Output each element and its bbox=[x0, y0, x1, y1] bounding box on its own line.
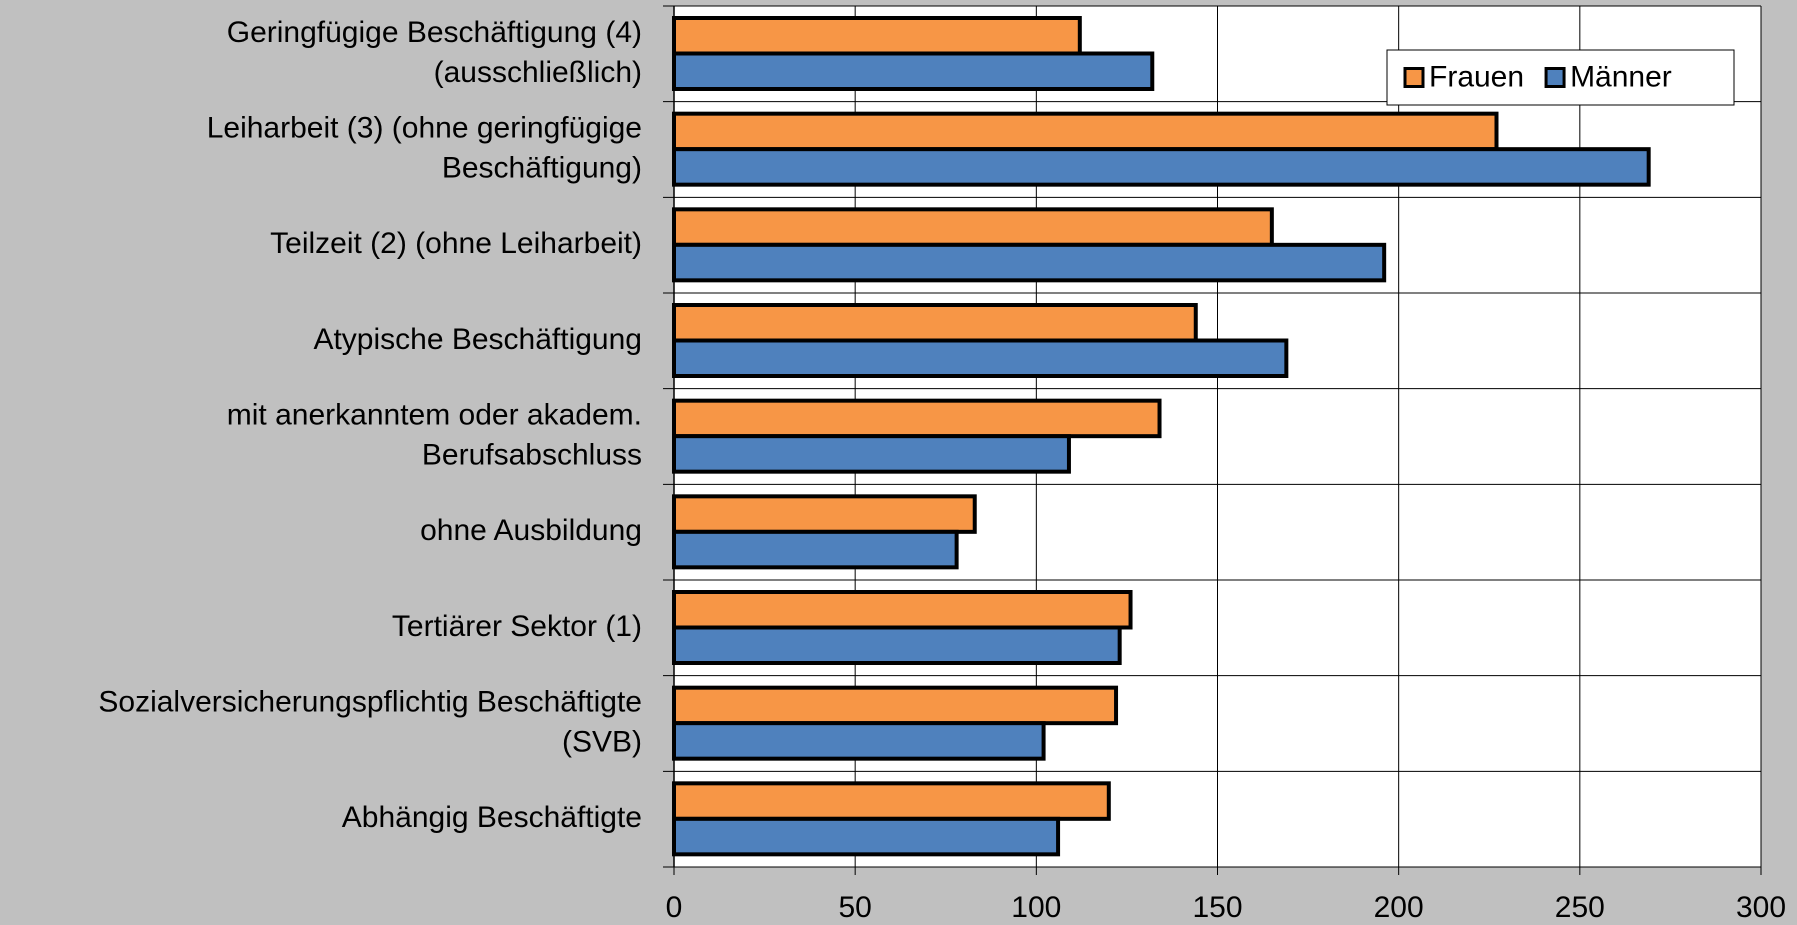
bar bbox=[672, 303, 1198, 343]
bar bbox=[672, 590, 1133, 630]
x-tick-label: 250 bbox=[1555, 891, 1605, 924]
bar bbox=[672, 147, 1651, 187]
bar bbox=[672, 816, 1061, 857]
bar bbox=[672, 51, 1155, 91]
category-label: Leiharbeit (3) (ohne geringfügige Beschäf… bbox=[207, 111, 642, 184]
legend-label: Männer bbox=[1570, 60, 1672, 93]
category-label: Teilzeit (2) (ohne Leiharbeit) bbox=[270, 227, 642, 260]
bar bbox=[672, 207, 1274, 247]
x-tick-label: 300 bbox=[1736, 891, 1786, 924]
bar bbox=[672, 721, 1046, 761]
category-label: mit anerkanntem oder akadem. Berufsabschl… bbox=[227, 398, 642, 471]
legend-swatch bbox=[1403, 67, 1425, 88]
bar bbox=[672, 111, 1499, 152]
category-label: Sozialversicherungspflichtig Beschäftigt… bbox=[98, 685, 642, 758]
bar bbox=[672, 338, 1289, 378]
category-label: ohne Ausbildung bbox=[420, 514, 642, 547]
legend-swatch bbox=[1544, 67, 1566, 88]
bar bbox=[672, 625, 1122, 665]
x-tick-label: 50 bbox=[838, 891, 871, 924]
bar bbox=[672, 529, 959, 570]
bar bbox=[672, 434, 1071, 474]
legend-label: Frauen bbox=[1429, 60, 1524, 93]
legend: Frauen Männer bbox=[1386, 49, 1735, 106]
bar bbox=[672, 494, 977, 534]
x-tick-label: 0 bbox=[666, 891, 683, 924]
bar bbox=[672, 685, 1119, 726]
category-label: Atypische Beschäftigung bbox=[313, 323, 642, 356]
bar bbox=[672, 398, 1162, 439]
x-tick-label: 200 bbox=[1374, 891, 1424, 924]
x-tick-label: 150 bbox=[1192, 891, 1242, 924]
category-label: Abhängig Beschäftigte bbox=[342, 801, 642, 834]
bar bbox=[672, 781, 1111, 821]
x-tick-label: 100 bbox=[1011, 891, 1061, 924]
category-label: Geringfügige Beschäftigung (4) (ausschlie… bbox=[227, 16, 642, 89]
bar bbox=[672, 16, 1082, 56]
category-label: Tertiärer Sektor (1) bbox=[392, 610, 642, 643]
bar bbox=[672, 242, 1387, 283]
